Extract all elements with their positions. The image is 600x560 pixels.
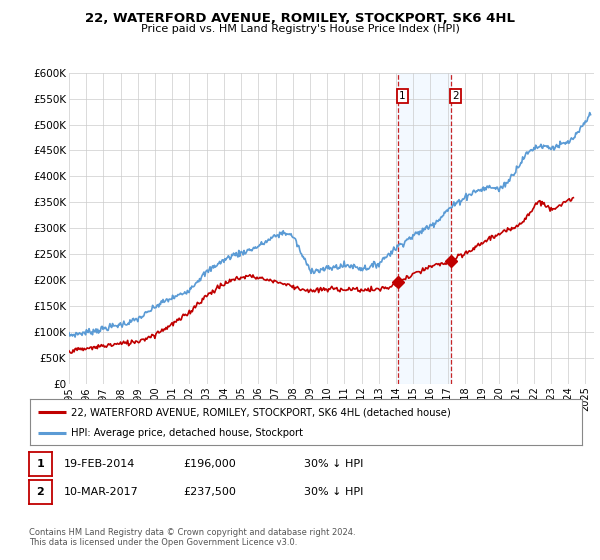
Text: Price paid vs. HM Land Registry's House Price Index (HPI): Price paid vs. HM Land Registry's House … <box>140 24 460 34</box>
Text: 22, WATERFORD AVENUE, ROMILEY, STOCKPORT, SK6 4HL (detached house): 22, WATERFORD AVENUE, ROMILEY, STOCKPORT… <box>71 407 451 417</box>
Text: 1: 1 <box>37 459 44 469</box>
Text: 2: 2 <box>37 487 44 497</box>
Text: £237,500: £237,500 <box>184 487 236 497</box>
Text: £196,000: £196,000 <box>184 459 236 469</box>
Text: 30% ↓ HPI: 30% ↓ HPI <box>304 459 363 469</box>
Text: 22, WATERFORD AVENUE, ROMILEY, STOCKPORT, SK6 4HL: 22, WATERFORD AVENUE, ROMILEY, STOCKPORT… <box>85 12 515 25</box>
Text: Contains HM Land Registry data © Crown copyright and database right 2024.
This d: Contains HM Land Registry data © Crown c… <box>29 528 355 547</box>
Text: 10-MAR-2017: 10-MAR-2017 <box>64 487 139 497</box>
Text: 30% ↓ HPI: 30% ↓ HPI <box>304 487 363 497</box>
Text: HPI: Average price, detached house, Stockport: HPI: Average price, detached house, Stoc… <box>71 428 304 438</box>
Text: 2: 2 <box>452 91 458 101</box>
Bar <box>398 73 451 384</box>
Text: 19-FEB-2014: 19-FEB-2014 <box>64 459 135 469</box>
Text: 1: 1 <box>399 91 406 101</box>
